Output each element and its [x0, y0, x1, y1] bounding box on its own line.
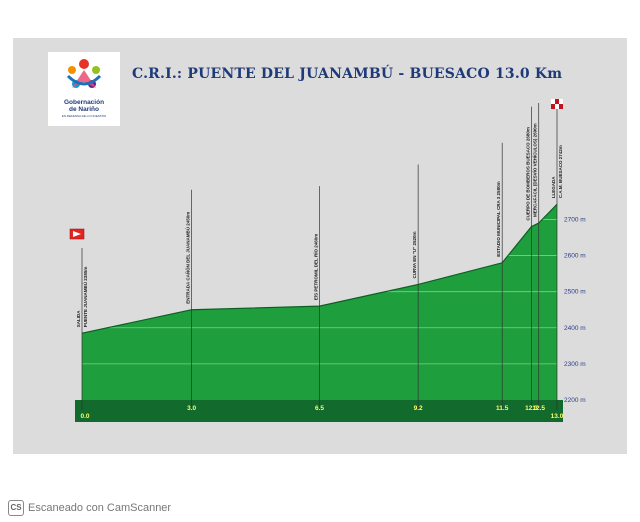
annotation-label-0: SALIDA — [76, 310, 81, 328]
annotation-label-6: MERCAFÁCIL (DESVÍO VEHÍCULOS) 2690m — [531, 123, 538, 217]
x-tick-label-1: 3.0 — [187, 405, 196, 412]
start-arrow-icon — [73, 231, 81, 237]
elevation-line — [81, 203, 558, 334]
annotation-label-2: E/S PETROMIL DEL RÍO 2460m — [312, 234, 319, 300]
annotation-label-4: ESTADIO MUNICIPAL CRA 3 2580m — [496, 181, 501, 256]
x-tick-label-6: 12.5 — [532, 405, 545, 412]
scanner-footer: CS Escaneado con CamScanner — [8, 500, 171, 516]
logo: Gobernación de Nariño EN DEFENSA DE LO NU… — [48, 52, 120, 126]
annotation-label-7: LLEGADA — [551, 176, 556, 198]
annotation-label-1: ENTRADA CAÑÓN DEL JUANAMBÚ 2450m — [184, 212, 191, 304]
finish-flag-check — [555, 104, 559, 109]
y-tick-label-4: 2600 m — [564, 253, 586, 260]
logo-emblem-icon — [66, 59, 102, 88]
x-tick-label-5: 12.3 — [525, 405, 538, 412]
km-axis-bar — [75, 400, 563, 422]
x-tick-label-4: 11.5 — [496, 405, 509, 412]
y-tick-label-3: 2500 m — [564, 289, 586, 296]
logo-name: Gobernación de Nariño — [63, 99, 105, 113]
x-tick-label-2: 6.5 — [315, 405, 324, 412]
annotation-sublabel-7: C.A.M. BUESACO 2742m — [558, 145, 563, 198]
logo-tagline: EN DEFENSA DE LO NUESTRO — [61, 114, 107, 118]
page-title: C.R.I.: PUENTE DEL JUANAMBÚ - BUESACO 13… — [132, 66, 563, 82]
finish-flag-check — [559, 99, 563, 104]
y-tick-label-1: 2300 m — [564, 361, 586, 368]
annotation-label-3: CURVA EN "U" 2520m — [412, 231, 417, 278]
elevation-area — [82, 204, 557, 400]
x-tick-label-7: 13.0 — [551, 413, 564, 420]
x-tick-label-0: 0.0 — [80, 413, 89, 420]
y-tick-label-5: 2700 m — [564, 216, 586, 223]
camscanner-icon: CS — [8, 500, 24, 516]
annotation-sublabel-0: PUENTE JUANAMBÚ 2385m — [82, 267, 88, 328]
annotation-label-5: CUERPO DE BOMBEROS BUESACO 2680m — [525, 127, 530, 221]
finish-flag-check — [551, 99, 555, 104]
x-tick-label-3: 9.2 — [414, 405, 423, 412]
y-tick-label-2: 2400 m — [564, 325, 586, 332]
y-tick-label-0: 2200 m — [564, 397, 586, 404]
footer-text: Escaneado con CamScanner — [28, 501, 172, 514]
